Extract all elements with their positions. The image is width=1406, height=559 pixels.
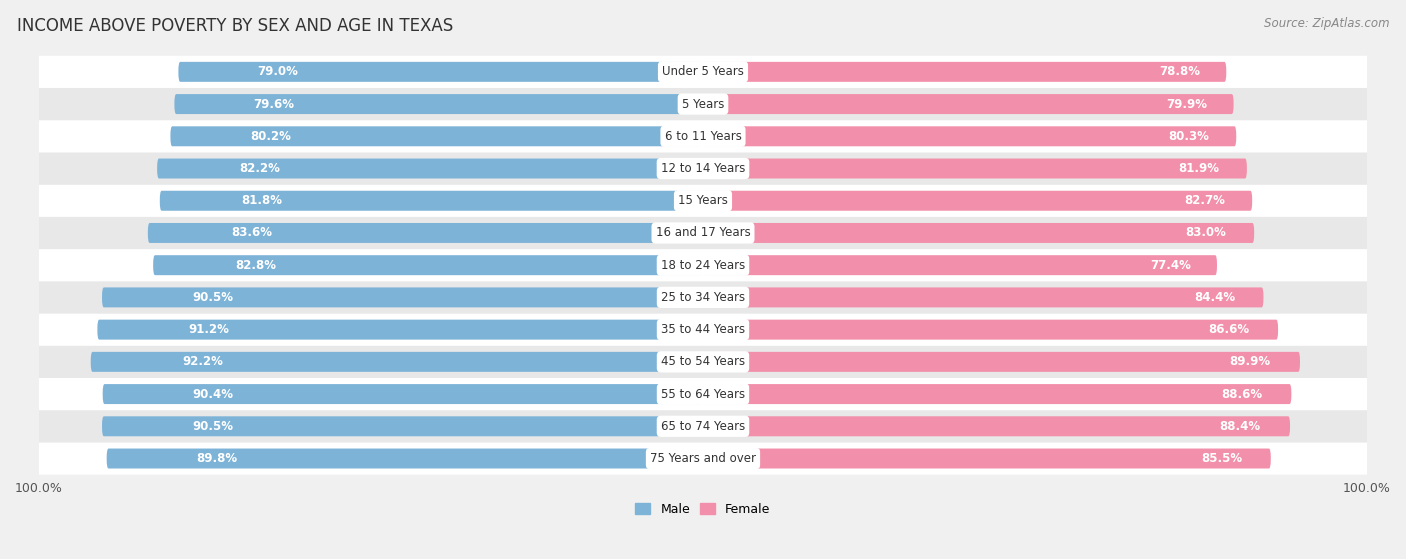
Text: 89.8%: 89.8% xyxy=(195,452,238,465)
FancyBboxPatch shape xyxy=(179,62,703,82)
Text: 82.7%: 82.7% xyxy=(1184,194,1225,207)
FancyBboxPatch shape xyxy=(39,217,1367,249)
Text: Under 5 Years: Under 5 Years xyxy=(662,65,744,78)
Text: 35 to 44 Years: 35 to 44 Years xyxy=(661,323,745,336)
FancyBboxPatch shape xyxy=(174,94,703,114)
FancyBboxPatch shape xyxy=(703,255,1218,275)
FancyBboxPatch shape xyxy=(703,191,1253,211)
Text: 81.8%: 81.8% xyxy=(242,194,283,207)
Text: 80.3%: 80.3% xyxy=(1168,130,1209,143)
Text: 6 to 11 Years: 6 to 11 Years xyxy=(665,130,741,143)
FancyBboxPatch shape xyxy=(39,249,1367,281)
FancyBboxPatch shape xyxy=(103,384,703,404)
Text: 81.9%: 81.9% xyxy=(1178,162,1219,175)
Text: 15 Years: 15 Years xyxy=(678,194,728,207)
Legend: Male, Female: Male, Female xyxy=(630,498,776,520)
FancyBboxPatch shape xyxy=(703,159,1247,178)
Text: 16 and 17 Years: 16 and 17 Years xyxy=(655,226,751,239)
Text: 77.4%: 77.4% xyxy=(1150,259,1191,272)
Text: 5 Years: 5 Years xyxy=(682,98,724,111)
FancyBboxPatch shape xyxy=(703,287,1264,307)
FancyBboxPatch shape xyxy=(107,448,703,468)
FancyBboxPatch shape xyxy=(160,191,703,211)
FancyBboxPatch shape xyxy=(703,126,1236,146)
FancyBboxPatch shape xyxy=(39,345,1367,378)
FancyBboxPatch shape xyxy=(703,352,1301,372)
FancyBboxPatch shape xyxy=(703,448,1271,468)
FancyBboxPatch shape xyxy=(39,281,1367,314)
FancyBboxPatch shape xyxy=(170,126,703,146)
FancyBboxPatch shape xyxy=(39,153,1367,184)
Text: 90.4%: 90.4% xyxy=(193,387,233,401)
Text: 88.4%: 88.4% xyxy=(1219,420,1261,433)
FancyBboxPatch shape xyxy=(148,223,703,243)
Text: 55 to 64 Years: 55 to 64 Years xyxy=(661,387,745,401)
FancyBboxPatch shape xyxy=(39,120,1367,153)
FancyBboxPatch shape xyxy=(39,442,1367,475)
Text: 92.2%: 92.2% xyxy=(183,356,224,368)
Text: 65 to 74 Years: 65 to 74 Years xyxy=(661,420,745,433)
FancyBboxPatch shape xyxy=(39,56,1367,88)
Text: INCOME ABOVE POVERTY BY SEX AND AGE IN TEXAS: INCOME ABOVE POVERTY BY SEX AND AGE IN T… xyxy=(17,17,453,35)
FancyBboxPatch shape xyxy=(703,320,1278,340)
Text: 18 to 24 Years: 18 to 24 Years xyxy=(661,259,745,272)
FancyBboxPatch shape xyxy=(703,384,1291,404)
FancyBboxPatch shape xyxy=(703,223,1254,243)
Text: 90.5%: 90.5% xyxy=(193,420,233,433)
Text: 89.9%: 89.9% xyxy=(1229,356,1270,368)
FancyBboxPatch shape xyxy=(91,352,703,372)
FancyBboxPatch shape xyxy=(157,159,703,178)
Text: 82.8%: 82.8% xyxy=(236,259,277,272)
Text: 78.8%: 78.8% xyxy=(1159,65,1201,78)
Text: 80.2%: 80.2% xyxy=(250,130,291,143)
Text: 45 to 54 Years: 45 to 54 Years xyxy=(661,356,745,368)
Text: 12 to 14 Years: 12 to 14 Years xyxy=(661,162,745,175)
Text: 91.2%: 91.2% xyxy=(188,323,229,336)
Text: 90.5%: 90.5% xyxy=(193,291,233,304)
FancyBboxPatch shape xyxy=(153,255,703,275)
FancyBboxPatch shape xyxy=(703,94,1233,114)
FancyBboxPatch shape xyxy=(703,62,1226,82)
FancyBboxPatch shape xyxy=(39,88,1367,120)
Text: 79.9%: 79.9% xyxy=(1166,98,1208,111)
FancyBboxPatch shape xyxy=(97,320,703,340)
Text: 25 to 34 Years: 25 to 34 Years xyxy=(661,291,745,304)
FancyBboxPatch shape xyxy=(39,184,1367,217)
Text: 85.5%: 85.5% xyxy=(1201,452,1243,465)
FancyBboxPatch shape xyxy=(103,287,703,307)
FancyBboxPatch shape xyxy=(703,416,1291,436)
Text: Source: ZipAtlas.com: Source: ZipAtlas.com xyxy=(1264,17,1389,30)
Text: 83.0%: 83.0% xyxy=(1185,226,1226,239)
Text: 86.6%: 86.6% xyxy=(1208,323,1250,336)
FancyBboxPatch shape xyxy=(39,410,1367,442)
Text: 84.4%: 84.4% xyxy=(1194,291,1236,304)
FancyBboxPatch shape xyxy=(39,314,1367,345)
Text: 82.2%: 82.2% xyxy=(239,162,280,175)
Text: 88.6%: 88.6% xyxy=(1220,387,1263,401)
FancyBboxPatch shape xyxy=(103,416,703,436)
Text: 79.0%: 79.0% xyxy=(257,65,298,78)
Text: 75 Years and over: 75 Years and over xyxy=(650,452,756,465)
Text: 83.6%: 83.6% xyxy=(231,226,273,239)
FancyBboxPatch shape xyxy=(39,378,1367,410)
Text: 79.6%: 79.6% xyxy=(253,98,295,111)
